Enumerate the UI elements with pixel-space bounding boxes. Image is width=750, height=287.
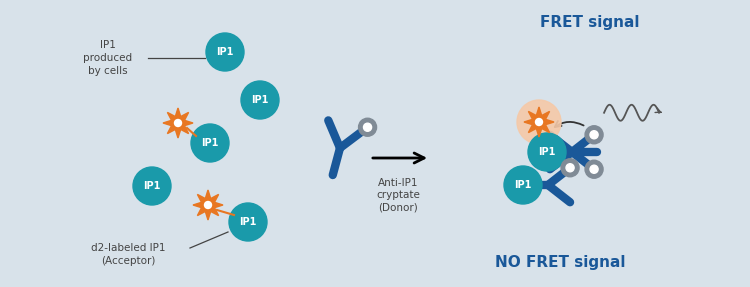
Polygon shape (163, 108, 193, 138)
Circle shape (205, 201, 212, 208)
Circle shape (528, 133, 566, 171)
Text: IP1: IP1 (216, 47, 234, 57)
Polygon shape (524, 107, 554, 137)
Circle shape (585, 126, 603, 144)
Circle shape (585, 160, 603, 178)
Text: FRET signal: FRET signal (540, 15, 640, 30)
Circle shape (229, 203, 267, 241)
Circle shape (206, 33, 244, 71)
Text: (Donor): (Donor) (378, 202, 418, 212)
Circle shape (364, 123, 371, 131)
Circle shape (133, 167, 171, 205)
Circle shape (561, 159, 579, 177)
Polygon shape (193, 190, 223, 220)
Circle shape (590, 131, 598, 139)
Text: NO FRET signal: NO FRET signal (495, 255, 626, 269)
Text: IP1
produced
by cells: IP1 produced by cells (83, 40, 133, 76)
Circle shape (241, 81, 279, 119)
Circle shape (517, 100, 561, 144)
Circle shape (536, 119, 542, 125)
Text: IP1: IP1 (251, 95, 268, 105)
Text: IP1: IP1 (538, 147, 556, 157)
Text: d2-labeled IP1: d2-labeled IP1 (91, 243, 165, 253)
Circle shape (191, 124, 229, 162)
Circle shape (175, 119, 181, 127)
Text: IP1: IP1 (201, 138, 219, 148)
Text: IP1: IP1 (239, 217, 256, 227)
Text: Anti-IP1: Anti-IP1 (378, 178, 419, 188)
Circle shape (358, 118, 376, 136)
Text: IP1: IP1 (143, 181, 160, 191)
Text: IP1: IP1 (514, 180, 532, 190)
Circle shape (504, 166, 542, 204)
Circle shape (590, 165, 598, 173)
Text: cryptate: cryptate (376, 190, 420, 200)
Text: (Acceptor): (Acceptor) (100, 256, 155, 266)
Circle shape (566, 164, 574, 172)
